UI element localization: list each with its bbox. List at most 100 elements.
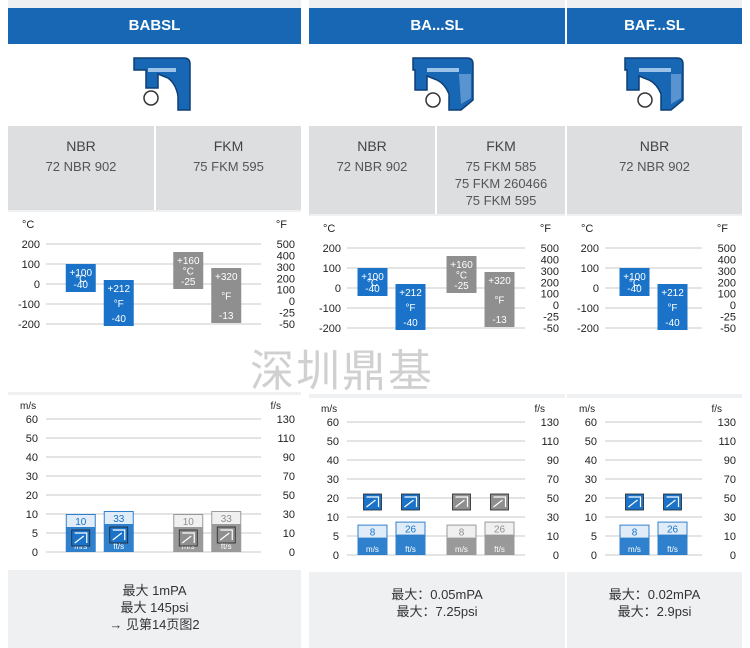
celsius-tick-label: 100 <box>22 259 40 271</box>
temperature-bar <box>395 284 426 330</box>
speed-bar-label-bg <box>212 512 241 524</box>
fs-tick-label: 0 <box>730 550 736 562</box>
fs-tick-label: 110 <box>541 436 559 448</box>
bar-max-label: +320 <box>215 272 238 283</box>
speed-unit-label: ft/s <box>405 545 416 554</box>
speed-unit-label: m/s <box>628 545 641 554</box>
fahrenheit-tick-label: -50 <box>720 323 736 335</box>
bar-unit-label: °C <box>367 278 378 289</box>
fs-tick-label: 130 <box>541 417 559 429</box>
material-row: NBR 72 NBR 902 <box>567 126 742 214</box>
ms-tick-label: 5 <box>591 531 597 543</box>
speed-unit-label: m/s <box>74 542 87 551</box>
fahrenheit-unit-label: °F <box>717 223 728 235</box>
speed-value-label: 10 <box>75 517 87 528</box>
bar-max-label: +160 <box>177 256 200 267</box>
temperature-chart: °C °F2001000-100-2005004003002001000-25-5… <box>319 223 559 335</box>
material-fkm: FKM 75 FKM 585 75 FKM 260466 75 FKM 595 <box>437 126 565 214</box>
celsius-tick-label: 0 <box>34 279 40 291</box>
fahrenheit-tick-label: 500 <box>541 243 559 255</box>
column-title: BA...SL <box>309 8 565 44</box>
column-ba-sl: BA...SL NBR 72 NBR 902 FKM 75 FKM 585 75… <box>309 0 565 648</box>
fahrenheit-tick-label: -25 <box>279 308 295 320</box>
celsius-unit-label: °C <box>323 223 335 235</box>
material-row: NBR 72 NBR 902 FKM 75 FKM 595 <box>8 126 301 210</box>
bar-max-label: +212 <box>107 284 130 295</box>
speed-unit-label: ft/s <box>494 545 505 554</box>
fs-tick-label: 10 <box>283 528 295 540</box>
temperature-bar <box>446 256 477 293</box>
column-title: BABSL <box>8 8 301 44</box>
fahrenheit-tick-label: -50 <box>279 319 295 331</box>
speed-bar-label-bg <box>358 525 387 538</box>
bar-max-label: +100 <box>623 272 646 283</box>
material-grade: 75 FKM 595 <box>193 159 264 174</box>
fs-tick-label: 0 <box>553 550 559 562</box>
speed-bar-label-bg <box>396 522 425 535</box>
fahrenheit-tick-label: 300 <box>277 262 295 274</box>
material-name: NBR <box>66 138 96 154</box>
ms-tick-label: 20 <box>327 493 339 505</box>
shaft-seal-icon-detail <box>666 496 680 508</box>
speed-value-label: 26 <box>494 525 506 536</box>
celsius-tick-label: 100 <box>323 263 341 275</box>
speed-unit-label: ft/s <box>221 542 232 551</box>
speed-unit-label: ft/s <box>667 545 678 554</box>
celsius-tick-label: 100 <box>581 263 599 275</box>
bar-max-label: +100 <box>361 272 384 283</box>
speed-bar-label-bg <box>104 512 133 524</box>
speed-chart-area: m/s f/s 60 50 40 30 20 10 5 0 130 110 90 70 50 30 10 0 10 m… <box>8 395 301 570</box>
fs-tick-label: 90 <box>547 455 559 467</box>
fahrenheit-tick-label: 500 <box>718 243 736 255</box>
fahrenheit-tick-label: -25 <box>720 312 736 324</box>
material-name: FKM <box>213 138 244 154</box>
note-line: 最大：0.02mPA <box>608 587 701 602</box>
speed-value-label: 33 <box>221 514 233 525</box>
celsius-unit-label: °C <box>581 223 593 235</box>
material-row: NBR 72 NBR 902 FKM 75 FKM 585 75 FKM 260… <box>309 126 565 214</box>
ms-tick-label: 0 <box>32 547 38 559</box>
speed-bar-label-bg <box>447 525 476 538</box>
celsius-tick-label: 200 <box>22 239 40 251</box>
pressure-notes: 最大 1mPA 最大 145psi → 见第14页图2 <box>8 578 301 648</box>
material-grade: 72 NBR 902 <box>619 159 690 174</box>
note-line: 最大：7.25psi <box>396 604 478 619</box>
fahrenheit-tick-label: 300 <box>718 266 736 278</box>
shaft-seal-icon-detail <box>74 532 88 544</box>
celsius-tick-label: 200 <box>323 243 341 255</box>
fs-tick-label: 30 <box>547 512 559 524</box>
material-name: NBR <box>357 138 387 154</box>
ms-tick-label: 30 <box>26 471 38 483</box>
ms-tick-label: 50 <box>327 436 339 448</box>
ms-tick-label: 0 <box>591 550 597 562</box>
fahrenheit-tick-label: 500 <box>277 239 295 251</box>
bar-unit-label: °F <box>494 296 504 307</box>
fs-tick-label: 50 <box>283 490 295 502</box>
temperature-chart: °C °F2001000-100-2005004003002001000-25-5… <box>18 219 295 331</box>
fahrenheit-tick-label: 100 <box>541 289 559 301</box>
shaft-seal-icon-detail <box>219 529 233 541</box>
temperature-bar <box>211 268 242 323</box>
bar-unit-label: °F <box>221 292 231 303</box>
fs-tick-label: 130 <box>277 414 295 426</box>
speed-value-label: 33 <box>113 514 125 525</box>
shaft-seal-icon-detail <box>366 496 380 508</box>
temperature-bar <box>103 280 134 326</box>
celsius-tick-label: -200 <box>18 319 40 331</box>
fs-tick-label: 10 <box>724 531 736 543</box>
fahrenheit-tick-label: 0 <box>289 296 295 308</box>
pressure-notes: 最大：0.05mPA 最大：7.25psi <box>309 580 565 648</box>
ms-tick-label: 40 <box>26 452 38 464</box>
ms-tick-label: 10 <box>585 512 597 524</box>
fs-unit-label: f/s <box>711 404 722 415</box>
ms-tick-label: 60 <box>327 417 339 429</box>
material-fkm: FKM 75 FKM 595 <box>156 126 301 210</box>
fahrenheit-tick-label: 200 <box>541 277 559 289</box>
fahrenheit-tick-label: 0 <box>553 300 559 312</box>
fahrenheit-tick-label: 100 <box>277 285 295 297</box>
bar-min-label: -40 <box>665 318 680 329</box>
ms-unit-label: m/s <box>321 404 337 415</box>
ms-tick-label: 5 <box>32 528 38 540</box>
celsius-unit-label: °C <box>22 219 34 231</box>
seal-profile-icon <box>412 57 474 111</box>
